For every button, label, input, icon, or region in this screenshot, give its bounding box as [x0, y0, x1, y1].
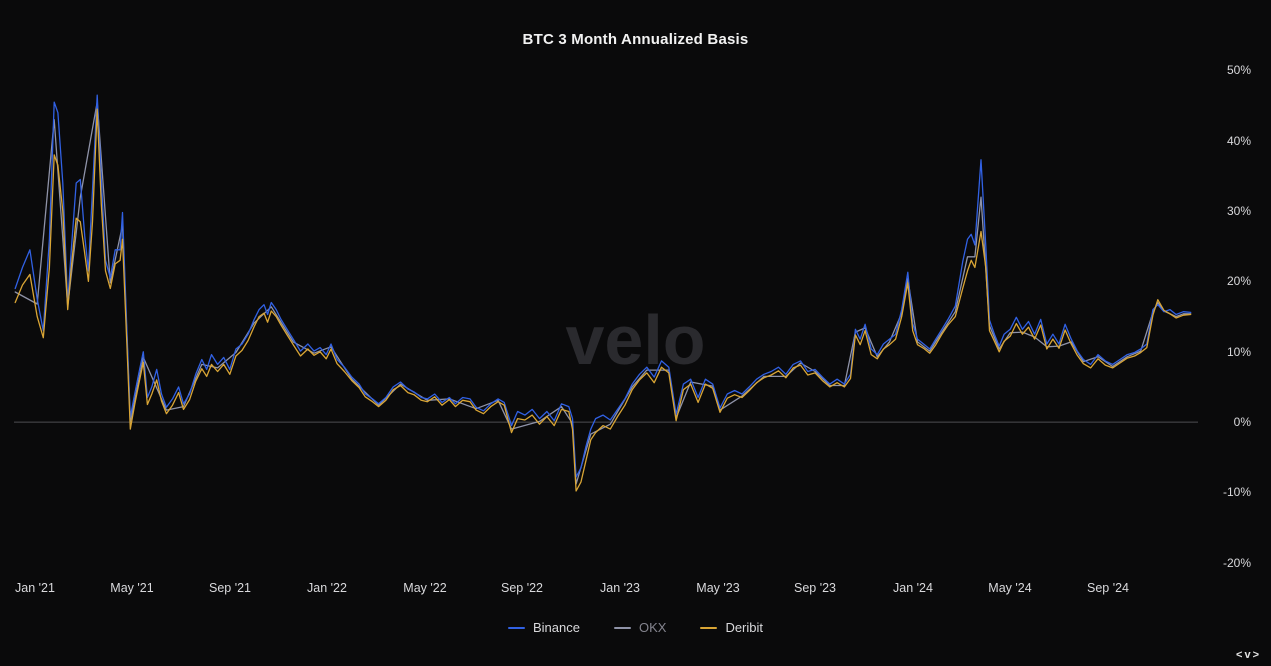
legend-label: Deribit	[725, 620, 764, 635]
x-axis-tick-label: Sep '23	[793, 581, 837, 595]
y-axis-tick-label: 30%	[1226, 204, 1251, 218]
y-axis-tick-label: 40%	[1226, 134, 1251, 148]
y-axis-tick-label: 10%	[1226, 345, 1251, 359]
series-line-okx[interactable]	[14, 101, 1192, 485]
y-axis-tick-label: 50%	[1226, 63, 1251, 77]
x-axis-tick-label: Jan '23	[600, 581, 640, 595]
y-axis-tick-label: 20%	[1226, 274, 1251, 288]
x-axis: Jan '21 May '21 Sep '21 Jan '22 May '22 Sep '…	[0, 581, 1271, 599]
x-axis-tick-label: May '21	[110, 581, 154, 595]
y-axis-tick-label: 0%	[1233, 415, 1251, 429]
y-axis: 50% 40% 30% 20% 10% 0% -10% -20%	[1205, 0, 1251, 600]
x-axis-tick-label: Jan '21	[15, 581, 55, 595]
legend-item-deribit[interactable]: Deribit	[700, 620, 763, 635]
x-axis-tick-label: Sep '22	[500, 581, 544, 595]
x-axis-tick-label: Sep '21	[208, 581, 252, 595]
y-axis-tick-label: -20%	[1222, 556, 1251, 570]
legend-item-binance[interactable]: Binance	[507, 620, 580, 635]
legend-line-icon	[700, 626, 718, 629]
legend-line-icon	[613, 626, 631, 629]
x-axis-tick-label: May '22	[403, 581, 447, 595]
legend-item-okx[interactable]: OKX	[613, 620, 667, 635]
series-line-binance[interactable]	[14, 94, 1192, 478]
series-line-deribit[interactable]	[14, 108, 1192, 492]
legend-label: OKX	[638, 620, 667, 635]
legend-line-icon	[507, 626, 525, 629]
legend-label: Binance	[532, 620, 580, 635]
chart-legend: Binance OKX Deribit	[0, 620, 1271, 635]
x-axis-tick-label: Sep '24	[1086, 581, 1130, 595]
x-axis-tick-label: Jan '24	[893, 581, 933, 595]
y-axis-tick-label: -10%	[1222, 485, 1251, 499]
x-axis-tick-label: May '24	[988, 581, 1032, 595]
velo-watermark: velo	[565, 301, 706, 379]
chart-title: BTC 3 Month Annualized Basis	[522, 31, 749, 48]
x-axis-tick-label: Jan '22	[307, 581, 347, 595]
x-axis-tick-label: May '23	[696, 581, 740, 595]
velo-logo-mark: <v>	[1236, 649, 1261, 661]
